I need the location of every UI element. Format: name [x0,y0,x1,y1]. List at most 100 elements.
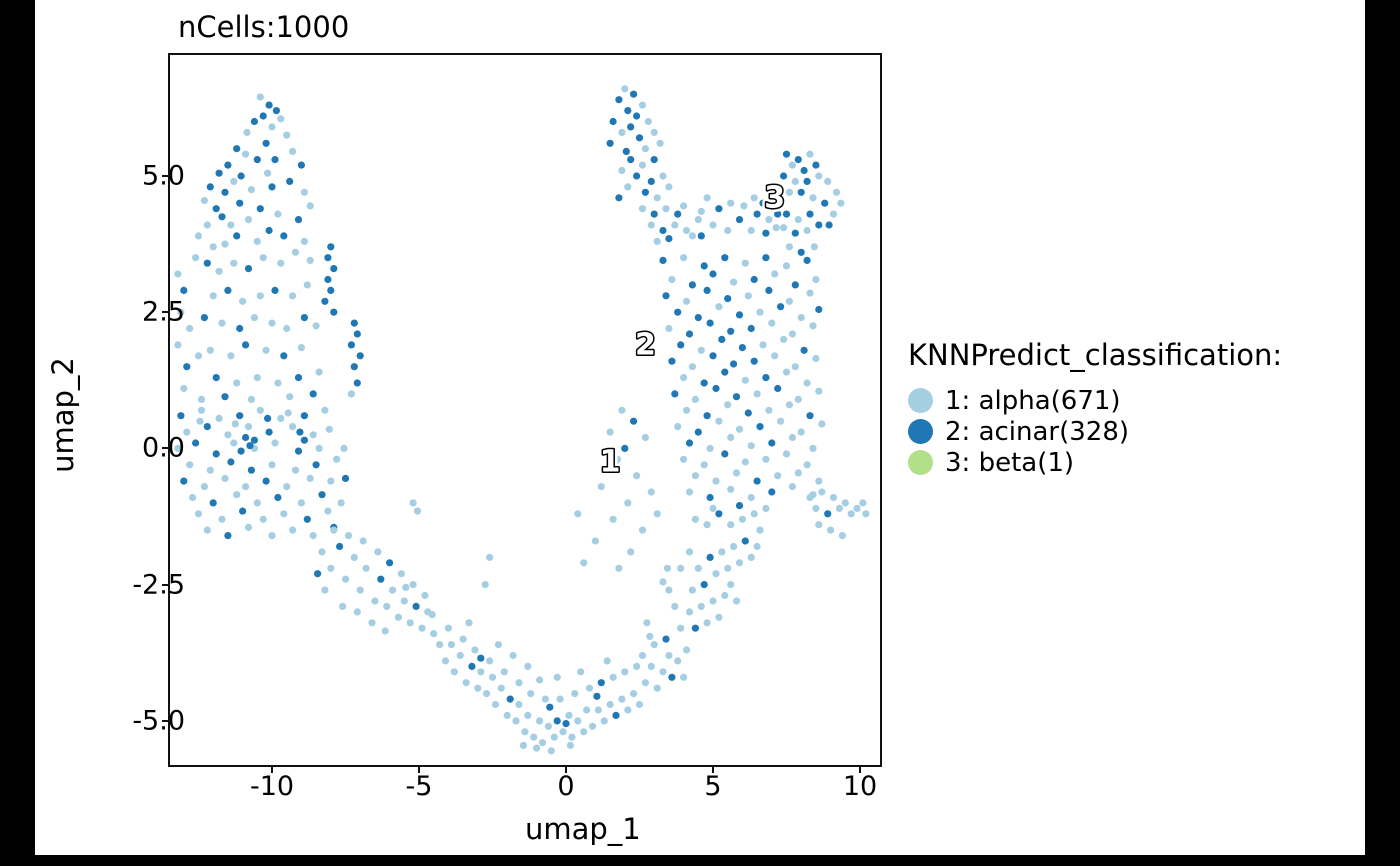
data-point [709,597,717,605]
data-point [650,156,658,164]
data-point [239,507,247,515]
data-point [685,608,694,616]
data-point [685,330,694,338]
data-point [653,684,661,692]
data-point [724,226,732,235]
data-point [621,668,629,676]
data-point [330,526,338,534]
data-point [177,412,185,420]
data-point [747,493,755,502]
data-point [268,532,276,540]
data-point [436,641,444,649]
data-point [721,254,729,262]
data-point [674,210,682,218]
data-point [280,510,288,518]
legend-item-label: 1: alpha(671) [945,385,1121,416]
data-point [450,668,458,676]
data-point [797,188,805,196]
data-point [353,330,361,338]
data-point [359,537,367,545]
data-point [685,439,694,447]
data-point [418,624,426,632]
data-point [680,673,688,681]
data-point [600,717,608,725]
data-point [330,265,338,273]
data-point [691,395,700,403]
data-point [683,297,691,305]
data-point [788,483,797,491]
data-point [803,461,811,469]
data-point [571,690,579,698]
data-point [810,243,819,251]
data-point [659,172,667,180]
data-point [630,417,638,425]
data-point [239,297,247,305]
data-point [715,510,723,518]
data-point [233,379,241,387]
data-point [688,363,697,371]
data-point [488,673,497,681]
data-point [618,695,626,703]
data-point [812,161,820,169]
data-point [715,417,723,425]
data-point [227,352,235,360]
data-point [724,564,732,572]
data-point [827,526,835,534]
data-point [280,232,288,240]
data-point [583,706,591,714]
cluster-label-halo: 1 [600,445,621,480]
data-point [659,226,667,235]
data-point [641,433,649,442]
data-point [700,262,708,270]
data-point [265,226,273,235]
data-point [703,412,711,420]
data-point [829,210,838,218]
data-point [227,221,235,229]
data-point [700,379,708,387]
data-point [194,510,203,518]
data-point [694,216,702,224]
data-point [747,553,755,561]
data-point [284,409,292,417]
data-point [680,455,688,463]
data-point [280,352,288,360]
data-point [788,161,797,169]
data-point [621,444,629,452]
data-point [709,352,717,360]
data-point [794,156,802,164]
data-point [297,344,305,352]
data-point [515,679,523,687]
data-point [477,668,485,676]
data-point [803,379,811,387]
data-point [740,202,748,210]
data-point [818,488,826,496]
data-point [741,537,749,545]
data-point [336,542,344,551]
data-point [741,376,749,384]
data-point [312,461,320,469]
legend-item: 1: alpha(671) [908,385,1358,416]
data-point [318,491,326,499]
data-point [196,417,204,425]
data-point [197,395,206,403]
data-point [615,96,623,104]
data-point [303,281,311,289]
data-point [653,237,661,245]
data-point [680,374,688,382]
data-point [303,515,311,523]
data-point [456,651,464,660]
data-point [653,194,661,202]
data-point [732,469,741,477]
data-point [665,183,673,191]
data-point [503,711,511,720]
data-point [627,156,635,164]
data-point [712,477,720,485]
data-point [183,363,191,371]
data-point [862,510,870,518]
data-point [680,202,688,210]
data-point [274,210,282,218]
data-point [782,368,791,376]
data-point [624,499,632,507]
data-point [556,695,564,703]
